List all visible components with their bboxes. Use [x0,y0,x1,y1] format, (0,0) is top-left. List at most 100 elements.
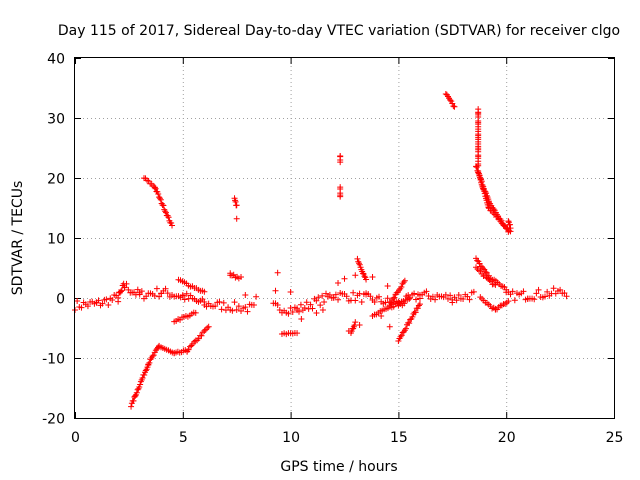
data-point [563,293,570,300]
data-point [557,286,564,293]
data-point [294,330,301,337]
data-point [203,303,210,310]
data-point [164,212,171,219]
data-point [382,299,389,306]
data-point [151,292,158,299]
data-point [460,296,467,303]
data-point [244,308,251,315]
data-point [503,286,510,293]
data-point [479,183,486,190]
data-point [351,322,358,329]
data-point [242,292,249,298]
data-point [477,268,484,275]
y-axis-label: SDTVAR / TECUs [10,181,26,296]
data-point [332,291,339,298]
data-point [335,296,342,303]
data-point [298,316,305,322]
data-point [494,213,501,220]
data-point [285,310,292,317]
data-point [185,346,192,353]
data-point [319,292,326,299]
data-point [205,323,212,330]
data-point [378,313,385,319]
ticks: 0 5 10 15 20 25 -20 -10 0 10 20 30 40 [42,52,623,447]
data-point [355,258,362,265]
data-point [464,293,471,300]
y-tick-label: 40 [47,52,65,68]
data-point [133,389,140,396]
data-point [487,278,494,285]
data-point [218,306,225,313]
data-point [453,297,460,304]
data-point [233,306,240,313]
data-point [490,281,497,288]
data-point [415,302,422,309]
data-point [520,288,527,295]
data-point [455,291,462,298]
y-tick-label: -20 [42,412,65,428]
data-point [313,297,320,304]
data-point [287,289,294,295]
data-point [78,304,85,311]
data-point [201,299,208,306]
data-point [371,299,378,306]
data-point [295,308,302,315]
data-point [363,276,370,283]
data-point [335,280,342,286]
data-point [303,299,310,306]
data-point [356,322,363,328]
data-point [301,305,308,312]
chart-title: Day 115 of 2017, Sidereal Day-to-day VTE… [58,23,620,39]
x-tick-label: 5 [179,430,188,446]
data-point [169,222,176,229]
data-point [164,290,171,297]
data-point [220,299,227,306]
data-point [481,190,488,197]
plot-frame [74,57,615,419]
data-point [141,372,148,379]
data-point [406,320,413,327]
data-point [402,325,409,332]
data-point [386,323,393,330]
data-layer [72,91,570,410]
data-point [109,296,116,303]
data-point [390,295,397,302]
data-point [84,303,91,310]
data-point [476,260,483,267]
data-point [231,299,238,306]
data-point [509,288,516,295]
data-point [375,293,382,300]
data-point [289,309,296,316]
data-point [507,225,514,232]
data-point [396,287,403,294]
data-point [479,185,486,192]
y-tick-label: 0 [56,292,65,308]
data-point [561,289,568,296]
data-point [466,296,473,303]
data-point [232,198,239,205]
x-tick-label: 10 [282,430,300,446]
y-tick-label: 20 [47,172,65,188]
x-tick-label: 20 [498,430,516,446]
data-point [157,196,164,203]
data-point [160,202,167,209]
data-point [235,303,242,310]
data-point [447,292,454,299]
data-point [483,269,490,276]
data-point [95,297,102,304]
data-point [480,265,487,272]
data-point [142,367,149,374]
data-point [505,218,512,225]
data-point [414,305,421,312]
data-point [544,288,551,295]
data-point [153,285,160,292]
data-point [535,286,542,293]
data-point [511,297,518,304]
data-point [500,221,507,228]
data-point [138,288,145,295]
data-point [134,286,141,293]
data-point [74,298,81,305]
data-point [201,327,208,334]
